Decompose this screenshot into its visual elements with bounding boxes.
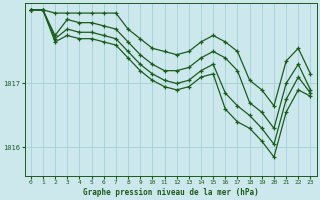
X-axis label: Graphe pression niveau de la mer (hPa): Graphe pression niveau de la mer (hPa) (83, 188, 259, 197)
